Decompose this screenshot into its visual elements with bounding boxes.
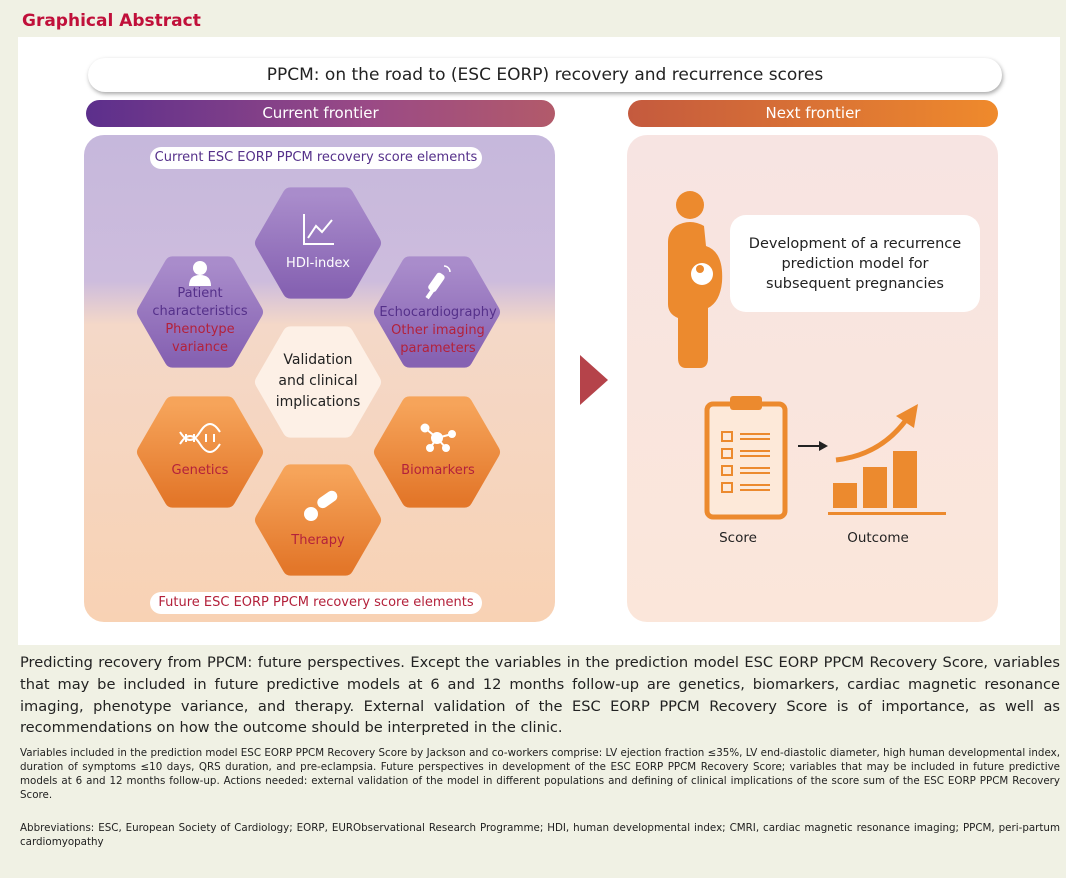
arrow	[580, 355, 608, 405]
icon-part	[721, 431, 733, 442]
icon-part	[448, 430, 456, 438]
icon-part	[721, 482, 733, 493]
icon-part	[833, 483, 857, 508]
probe-icon	[425, 265, 451, 300]
page-title: Graphical Abstract	[22, 11, 201, 31]
pregnant-figure	[668, 191, 723, 368]
clipboard-icon	[704, 396, 788, 520]
top-label: Current ESC EORP PPCM recovery score ele…	[150, 147, 482, 169]
hexagon	[255, 326, 381, 438]
dna-icon	[179, 423, 221, 453]
icon-part	[317, 490, 338, 509]
icon-part	[893, 451, 917, 508]
chart-icon	[303, 214, 334, 245]
hex-label: Genetics	[171, 463, 229, 478]
icon-part	[721, 431, 770, 493]
icon-part	[828, 512, 946, 515]
score-label: Score	[719, 530, 757, 546]
icon-part	[704, 401, 788, 520]
icon-part	[431, 432, 443, 444]
next-heading: Next frontier	[628, 100, 998, 127]
icon-part	[426, 444, 434, 452]
description: Development of a recurrence prediction m…	[730, 215, 980, 312]
icon-part	[304, 507, 318, 521]
icon-part	[819, 441, 828, 451]
icon-part	[721, 448, 733, 459]
icon-part	[425, 288, 435, 300]
center-label: Validation and clinical implications	[275, 352, 361, 410]
hexagon	[374, 256, 500, 368]
hex-extra: Phenotype variance	[165, 322, 235, 355]
icon-part	[863, 467, 887, 508]
icon-part	[442, 444, 450, 452]
icon-part	[193, 261, 207, 275]
icon-part	[896, 404, 918, 428]
icon-part	[307, 219, 333, 239]
banner: PPCM: on the road to (ESC EORP) recovery…	[88, 58, 1002, 92]
icon-part	[676, 191, 704, 219]
hexagon	[374, 396, 500, 508]
current-heading: Current frontier	[86, 100, 555, 127]
hex-text: Echocardiography Other imaging parameters	[378, 304, 498, 358]
icon-part	[428, 272, 445, 292]
icon-part	[835, 418, 909, 463]
hex-label: Patient characteristics	[152, 286, 248, 319]
connector-arrow	[798, 441, 828, 451]
icon-part	[696, 265, 704, 273]
pill-icon	[304, 490, 338, 521]
hexagon	[137, 256, 263, 368]
hex-label: HDI-index	[286, 256, 350, 271]
hex-text: Patient characteristics Phenotype varianc…	[152, 285, 248, 357]
icon-part	[668, 222, 723, 368]
person-icon	[189, 261, 211, 286]
icon-part	[303, 214, 334, 245]
hex-extra: Other imaging parameters	[391, 323, 485, 356]
caption-summary: Predicting recovery from PPCM: future pe…	[20, 654, 1060, 737]
icon-part	[721, 465, 733, 476]
bottom-label: Future ESC EORP PPCM recovery score elem…	[150, 592, 482, 614]
hex-label: Therapy	[291, 533, 345, 548]
graphics	[137, 187, 946, 576]
icon-part	[730, 396, 762, 410]
hexagon	[255, 464, 381, 576]
hexagons	[137, 187, 500, 576]
outcome-label: Outcome	[847, 530, 909, 546]
hex-label: Echocardiography	[379, 305, 497, 320]
icon-part	[443, 265, 451, 273]
hexagon	[137, 396, 263, 508]
hex-label: Biomarkers	[401, 463, 475, 478]
bar-chart-icon	[828, 404, 946, 515]
molecule-icon	[420, 423, 456, 452]
caption-abbreviations: Abbreviations: ESC, European Society of …	[20, 822, 1060, 848]
icon-part	[189, 275, 211, 286]
caption-details: Variables included in the prediction mod…	[20, 747, 1060, 801]
icon-part	[420, 423, 430, 433]
